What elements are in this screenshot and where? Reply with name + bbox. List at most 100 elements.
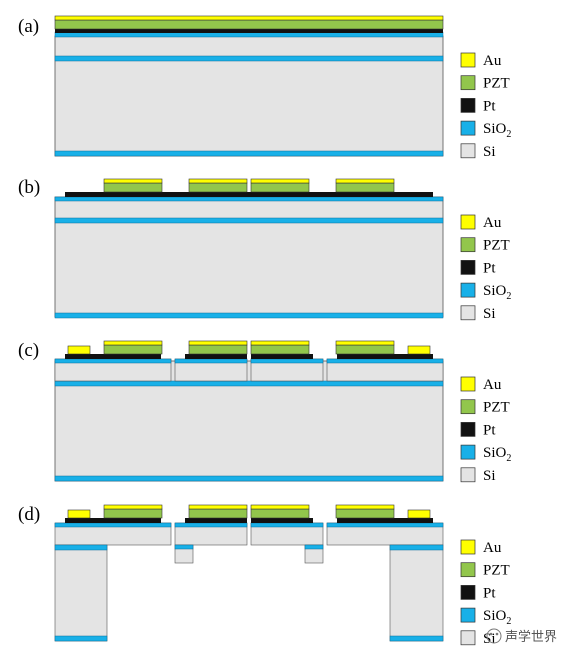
si-substrate	[54, 196, 444, 318]
au-electrode	[188, 340, 248, 346]
legend-panel-d: Au PZT Pt SiO2 Si	[460, 539, 511, 647]
sio2-layer	[54, 312, 444, 319]
pt-layer	[251, 518, 313, 523]
si-substrate	[54, 35, 444, 157]
sio2-layer	[304, 544, 324, 550]
pzt-pad	[335, 182, 395, 193]
legend-label-pt: Pt	[483, 585, 496, 601]
legend-label-sio2: SiO2	[483, 445, 511, 464]
legend-label-au: Au	[483, 53, 502, 69]
legend-swatch-sio2	[460, 607, 476, 623]
panel-label-a: (a)	[18, 16, 39, 37]
sio2-layer	[54, 55, 444, 62]
au-electrode	[335, 504, 395, 510]
panel-label-c: (c)	[18, 340, 39, 361]
sio2-layer	[54, 635, 108, 642]
au-layer	[54, 15, 444, 21]
panel-a-structure	[54, 15, 444, 157]
pt-layer	[65, 518, 161, 523]
legend-label-au: Au	[483, 377, 502, 393]
au-electrode	[188, 504, 248, 510]
pzt-pad	[188, 182, 248, 193]
pzt-pad	[335, 508, 395, 519]
legend-swatch-pt	[460, 585, 476, 600]
legend-swatch-pzt	[460, 562, 476, 578]
sio2-layer	[54, 358, 172, 364]
pzt-pad	[103, 344, 163, 355]
watermark: 声学世界	[486, 628, 557, 645]
sio2-layer	[54, 475, 444, 482]
legend-label-si: Si	[483, 144, 496, 160]
legend-swatch-si	[460, 143, 476, 159]
legend-swatch-sio2	[460, 120, 476, 136]
legend-swatch-si	[460, 467, 476, 483]
pzt-pad	[250, 508, 310, 519]
legend-swatch-pzt	[460, 75, 476, 91]
legend-swatch-pzt	[460, 237, 476, 253]
pt-layer	[185, 518, 247, 523]
panel-label-b: (b)	[18, 177, 40, 198]
legend-label-pt: Pt	[483, 260, 496, 276]
sio2-layer	[54, 380, 444, 387]
legend-label-si: Si	[483, 468, 496, 484]
pt-layer	[65, 192, 433, 197]
sio2-layer	[174, 358, 248, 364]
au-electrode	[103, 178, 163, 184]
legend-swatch-au	[460, 214, 476, 230]
watermark-logo-icon	[486, 628, 502, 644]
legend-panel-c: Au PZT Pt SiO2 Si	[460, 376, 511, 484]
pt-layer	[65, 354, 161, 359]
legend-label-pt: Pt	[483, 422, 496, 438]
sio2-layer	[389, 544, 444, 551]
legend-label-sio2: SiO2	[483, 121, 511, 140]
legend-swatch-pt	[460, 260, 476, 275]
sio2-layer	[54, 217, 444, 224]
au-electrode	[250, 504, 310, 510]
legend-label-sio2: SiO2	[483, 608, 511, 627]
pt-layer	[55, 29, 443, 33]
pzt-pad	[103, 508, 163, 519]
sio2-layer	[250, 522, 324, 528]
legend-label-pzt: PZT	[483, 400, 510, 416]
au-electrode	[188, 178, 248, 184]
legend-panel-b: Au PZT Pt SiO2 Si	[460, 214, 511, 322]
pt-layer	[337, 518, 433, 523]
pt-layer	[337, 354, 433, 359]
legend-swatch-si	[460, 630, 476, 646]
legend-swatch-au	[460, 52, 476, 68]
legend-label-sio2: SiO2	[483, 283, 511, 302]
sio2-layer	[174, 544, 194, 550]
sio2-layer	[389, 635, 444, 642]
au-electrode	[335, 340, 395, 346]
legend-label-pt: Pt	[483, 98, 496, 114]
legend-panel-a: Au PZT Pt SiO2 Si	[460, 52, 511, 160]
sio2-layer	[54, 544, 108, 551]
panel-b-structure	[54, 178, 444, 319]
panel-c-structure	[54, 340, 444, 482]
legend-swatch-pt	[460, 98, 476, 113]
legend-label-au: Au	[483, 540, 502, 556]
pzt-pad	[103, 182, 163, 193]
sio2-layer	[54, 522, 172, 528]
pzt-pad	[335, 344, 395, 355]
panel-label-d: (d)	[18, 504, 40, 525]
legend-label-au: Au	[483, 215, 502, 231]
legend-label-pzt: PZT	[483, 76, 510, 92]
au-electrode	[103, 340, 163, 346]
au-bond-pad	[407, 345, 431, 355]
panel-d-structure	[54, 504, 444, 642]
sio2-layer	[326, 522, 444, 528]
legend-swatch-sio2	[460, 282, 476, 298]
au-bond-pad	[67, 509, 91, 519]
si-support-left	[54, 544, 108, 642]
legend-label-pzt: PZT	[483, 238, 510, 254]
pt-layer	[251, 354, 313, 359]
legend-swatch-sio2	[460, 444, 476, 460]
au-electrode	[103, 504, 163, 510]
legend-swatch-pt	[460, 422, 476, 437]
legend-label-si: Si	[483, 631, 496, 647]
au-electrode	[335, 178, 395, 184]
pt-layer	[185, 354, 247, 359]
si-support-right	[389, 544, 444, 642]
